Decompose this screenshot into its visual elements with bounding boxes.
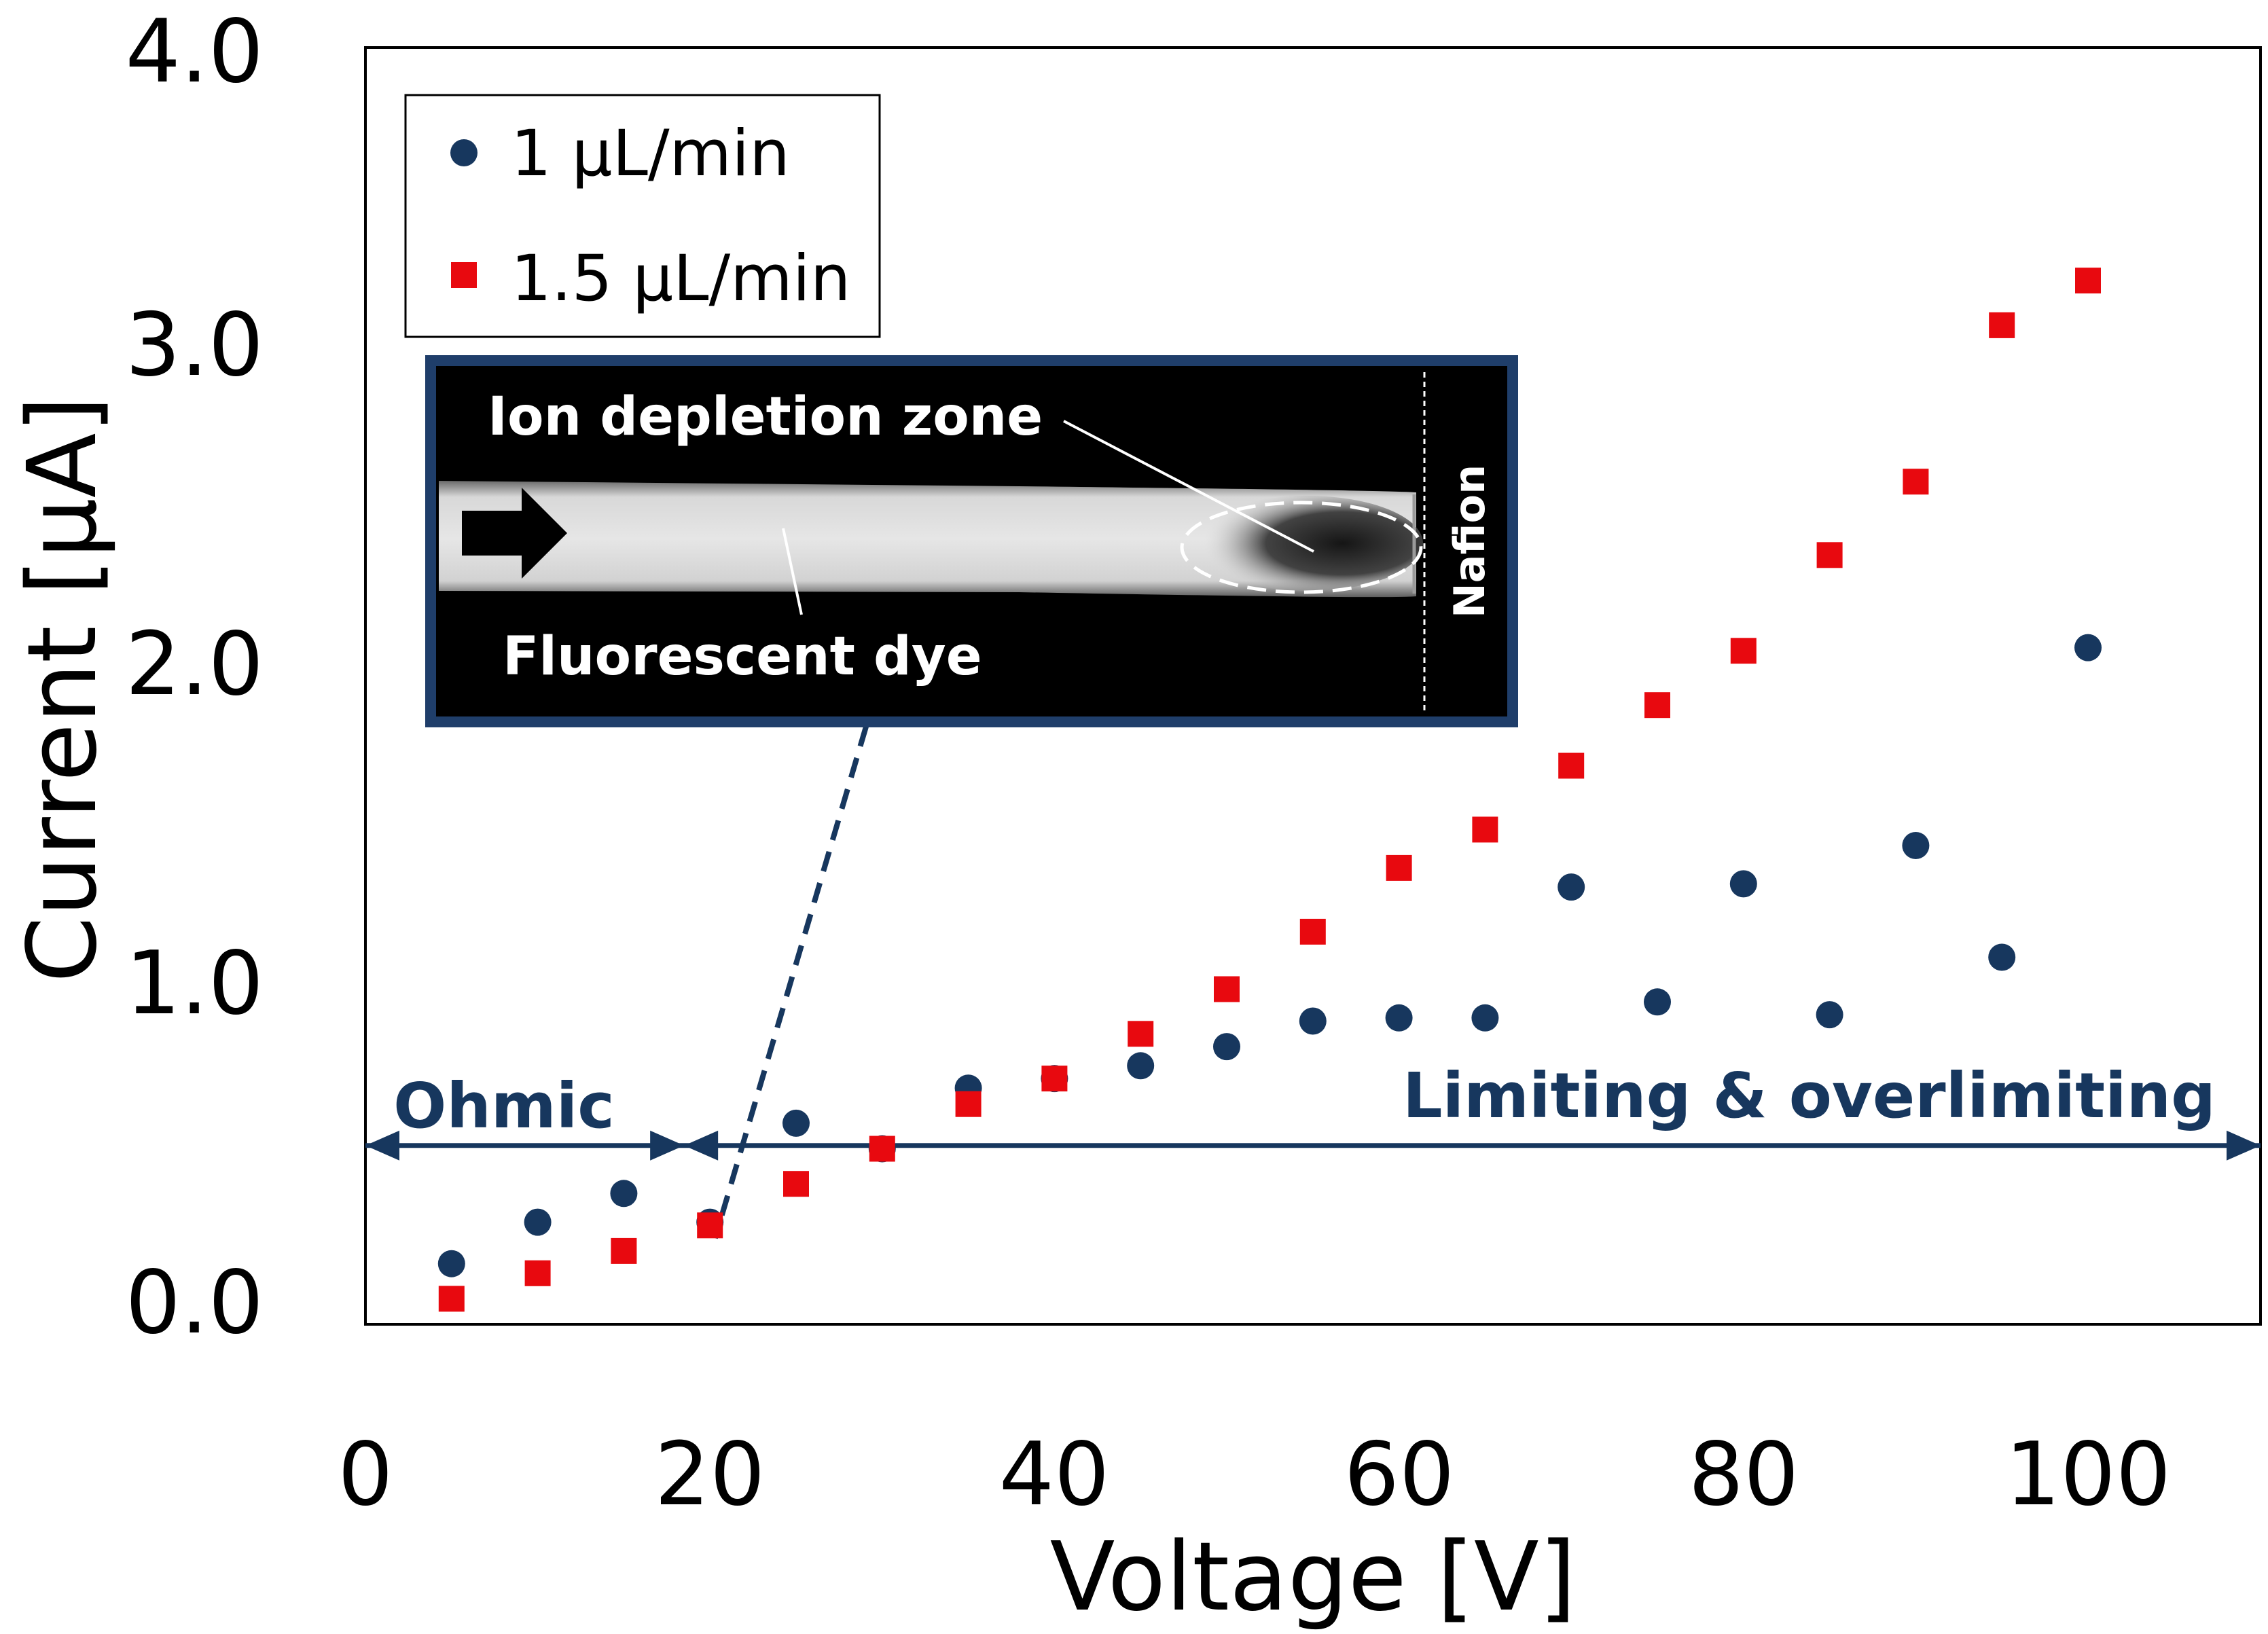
x-tick-label: 60 [1344,1424,1455,1525]
data-point-square [955,1091,982,1117]
data-point-square [1989,312,2015,338]
legend-marker-circle [450,139,478,166]
data-point-circle [1213,1033,1240,1061]
depletion-dashed-outline [1180,501,1423,594]
data-point-square [1472,816,1498,843]
x-tick-label: 40 [999,1424,1110,1525]
series-1-5-ul-min [438,268,2101,1312]
x-tick-label: 20 [655,1424,766,1525]
data-point-circle [1988,943,2016,971]
inset-pointer-line [712,725,869,1239]
y-tick-label: 0.0 [125,1252,264,1354]
legend-marker-square [451,262,477,288]
data-point-square [869,1136,895,1162]
x-tick-label: 100 [2005,1424,2171,1525]
data-point-square [1903,469,1929,495]
data-point-circle [1729,870,1757,898]
ohmic-arrow-left-head [365,1130,399,1161]
data-point-square [1730,638,1757,664]
data-point-square [1386,854,1412,881]
data-point-square [611,1237,637,1264]
data-point-circle [2074,634,2102,661]
data-point-square [1128,1021,1154,1047]
data-point-square [1214,976,1240,1002]
data-point-circle [437,1250,465,1277]
y-tick-label: 3.0 [125,295,264,396]
data-point-square [697,1212,723,1239]
data-point-square [1558,752,1585,779]
y-tick-label: 2.0 [125,614,264,715]
limiting-label: Limiting & overlimiting [1403,1059,2216,1132]
x-axis: 0 20 40 60 80 100 [338,1424,2171,1525]
x-tick-label: 80 [1689,1424,1799,1525]
dye-callout-line [782,528,803,615]
data-point-circle [782,1109,810,1137]
data-point-circle [1127,1052,1155,1080]
depletion-callout-line [1063,420,1314,553]
legend: 1 μL/min 1.5 μL/min [404,94,881,338]
flow-arrow-icon [462,488,567,579]
data-point-square [1816,542,1843,568]
data-point-circle [1299,1007,1327,1035]
data-point-square [783,1171,809,1197]
data-point-circle [1385,1004,1413,1032]
limiting-arrow-left-head [684,1130,719,1161]
ohmic-arrow-right-head [650,1130,685,1161]
data-point-circle [1816,1001,1843,1029]
limiting-arrow-right-head [2227,1130,2261,1161]
ohmic-label: Ohmic [393,1070,615,1142]
legend-box [404,94,881,338]
inset-micrograph: Ion depletion zone Fluorescent dye Nafio… [425,355,1518,727]
dye-label: Fluorescent dye [503,626,982,687]
y-tick-label: 4.0 [125,1,264,103]
depletion-label: Ion depletion zone [488,386,1043,448]
data-point-square [438,1286,465,1312]
y-axis: 0.0 1.0 2.0 3.0 4.0 [125,1,264,1354]
data-point-circle [1902,832,1930,859]
data-point-circle [1471,1004,1499,1032]
data-point-circle [610,1180,638,1208]
data-point-circle [1644,988,1671,1016]
data-point-circle [1558,873,1585,901]
data-point-square [2075,268,2101,294]
data-point-circle [524,1208,552,1236]
microchannel [439,481,1416,598]
legend-label: 1 μL/min [511,117,790,191]
data-point-square [524,1260,551,1286]
y-tick-label: 1.0 [125,933,264,1034]
x-tick-label: 0 [338,1424,393,1525]
x-axis-title: Voltage [V] [1050,1522,1577,1633]
data-point-square [1644,692,1670,719]
data-point-square [1299,918,1326,945]
y-axis-title: Current [μA] [7,396,118,983]
nafion-label: Nafion [1445,465,1494,618]
legend-label: 1.5 μL/min [511,242,850,316]
regime-arrows: Ohmic Limiting & overlimiting [365,1059,2261,1161]
data-point-square [1041,1066,1068,1092]
